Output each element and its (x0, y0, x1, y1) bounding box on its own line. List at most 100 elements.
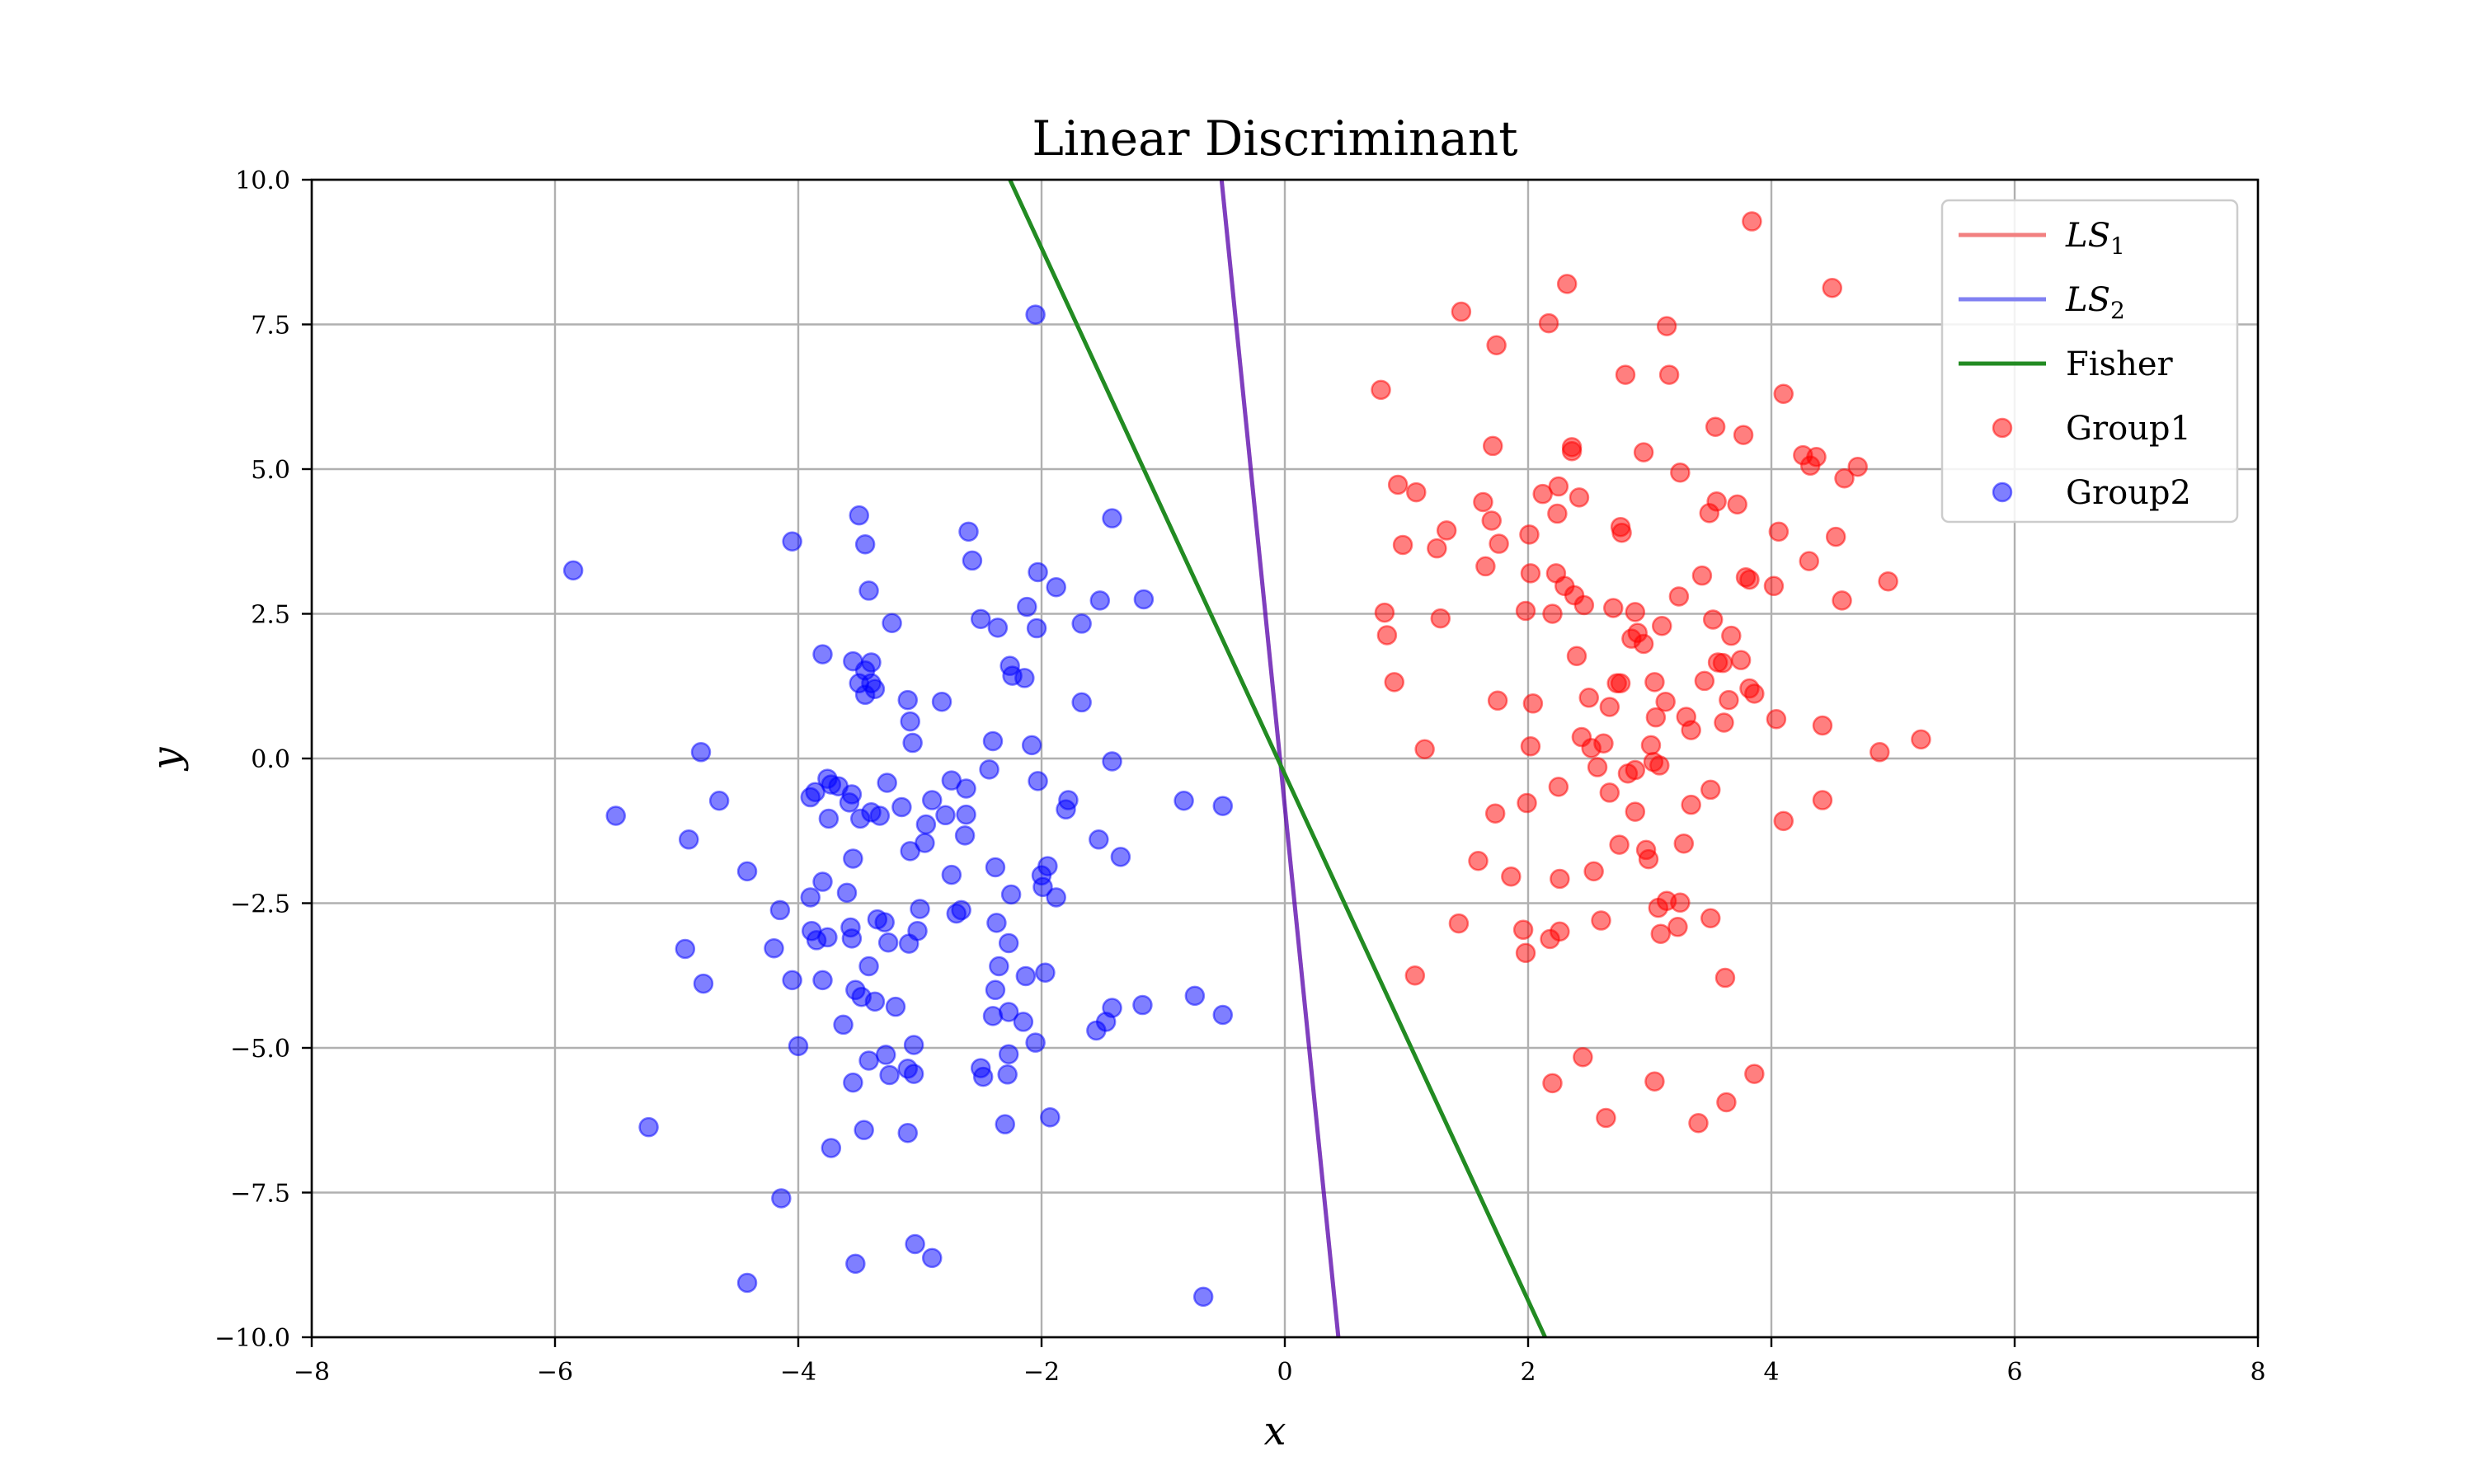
data-point (817, 927, 838, 948)
data-point (1542, 1073, 1563, 1094)
data-point (1519, 524, 1540, 545)
data-point (1812, 715, 1833, 736)
data-point (1468, 851, 1489, 871)
data-point (836, 882, 858, 904)
data-point (1633, 442, 1654, 463)
data-point (1681, 794, 1701, 815)
data-point (1611, 522, 1632, 543)
data-point (1583, 861, 1604, 882)
data-point (1026, 618, 1047, 639)
x-tick-label: 4 (1763, 1358, 1779, 1387)
data-point (1550, 921, 1570, 942)
legend-item-group1: Group1 (1992, 410, 2191, 448)
data-point (1430, 608, 1451, 629)
data-point (902, 732, 923, 754)
data-point (1184, 985, 1206, 1007)
data-point (858, 956, 879, 977)
data-point (897, 689, 918, 711)
data-point (1015, 965, 1037, 987)
data-point (897, 1122, 918, 1144)
data-point (675, 938, 696, 960)
line-fisher (1008, 178, 1547, 1339)
data-point (1615, 364, 1636, 385)
data-point (900, 711, 920, 732)
data-point (833, 1014, 854, 1036)
data-point (907, 920, 928, 942)
legend-label-text: Fisher (2066, 345, 2174, 383)
data-point (1414, 739, 1435, 760)
legend-label: Group1 (2066, 410, 2191, 448)
data-point (1542, 603, 1563, 624)
data-point (998, 1002, 1019, 1022)
data-point (843, 848, 863, 869)
data-point (903, 1035, 924, 1055)
data-point (982, 730, 1004, 752)
data-point (858, 580, 879, 601)
y-tick-label: −5.0 (230, 1035, 290, 1064)
data-point (1670, 892, 1691, 913)
data-point (736, 1272, 758, 1294)
data-point (1547, 503, 1568, 524)
data-point (1673, 833, 1695, 854)
x-tick-label: 0 (1277, 1358, 1292, 1387)
data-point (1610, 673, 1631, 693)
data-point (843, 1072, 863, 1093)
data-point (1730, 650, 1752, 670)
data-point (998, 932, 1019, 954)
data-point (1640, 735, 1662, 756)
data-point (1667, 917, 1688, 937)
y-axis-label: y (143, 747, 190, 772)
data-point (1834, 467, 1855, 489)
data-point (1014, 668, 1035, 688)
data-point (1550, 868, 1570, 890)
data-point (1625, 801, 1646, 822)
data-point (1556, 274, 1578, 294)
data-point (1212, 1004, 1234, 1026)
series-group1 (1371, 211, 1931, 1134)
data-point (1721, 625, 1742, 646)
data-point (1609, 834, 1630, 855)
data-point (1548, 777, 1569, 797)
data-point (1773, 383, 1794, 404)
data-point (1599, 782, 1620, 803)
y-tick-label: 2.5 (251, 601, 290, 630)
x-tick-label: −8 (294, 1358, 330, 1387)
data-point (995, 1114, 1015, 1134)
data-point (1487, 690, 1508, 711)
data-point (987, 618, 1009, 638)
data-point (812, 871, 833, 892)
data-point (864, 991, 886, 1012)
data-point (1517, 792, 1537, 814)
data-point (1670, 462, 1691, 483)
data-point (771, 1188, 792, 1209)
data-point (1515, 942, 1536, 964)
data-point (1086, 1020, 1107, 1041)
x-axis-label: x (1263, 1408, 1286, 1454)
data-point (1548, 476, 1569, 497)
data-point (874, 912, 895, 932)
data-point (1763, 575, 1785, 597)
data-point (1700, 908, 1721, 929)
data-point (679, 829, 699, 850)
data-point (1448, 913, 1470, 934)
data-point (986, 913, 1007, 933)
legend-box (1940, 199, 2239, 524)
data-point (1716, 1092, 1737, 1113)
data-point (1481, 510, 1502, 531)
data-point (818, 808, 840, 829)
data-point (1691, 565, 1713, 586)
data-point (1847, 456, 1868, 477)
x-tick-label: −4 (780, 1358, 816, 1387)
data-point (1870, 742, 1890, 763)
data-point (1489, 533, 1509, 554)
data-point (1688, 1113, 1709, 1134)
data-point (1110, 847, 1131, 867)
data-point (1512, 919, 1534, 941)
data-point (1625, 602, 1646, 622)
data-point (891, 796, 912, 818)
data-point (1712, 652, 1733, 674)
x-tick-label: 6 (2006, 1358, 2022, 1387)
data-point (1538, 312, 1559, 334)
data-point (1482, 435, 1503, 457)
legend-label: LS1 (2065, 217, 2125, 260)
